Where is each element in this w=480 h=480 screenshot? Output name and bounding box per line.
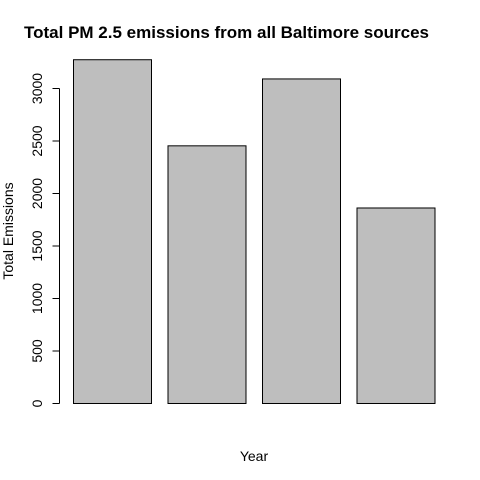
y-tick-label: 2500 <box>29 125 45 156</box>
chart-title: Total PM 2.5 emissions from all Baltimor… <box>24 23 429 42</box>
y-tick-label: 1000 <box>29 283 45 314</box>
bar-2 <box>167 145 247 405</box>
y-axis: 0 500 1000 1500 2000 2500 3000 <box>29 73 60 407</box>
y-tick-label: 1500 <box>29 230 45 261</box>
y-axis-label: Total Emissions <box>0 182 16 279</box>
y-tick-label: 2000 <box>29 178 45 209</box>
bar-1 <box>73 59 152 404</box>
bar-4 <box>356 207 436 404</box>
y-tick-label: 0 <box>29 399 45 407</box>
y-tick-label: 500 <box>29 339 45 363</box>
y-tick-label: 3000 <box>29 73 45 104</box>
x-axis-label: Year <box>240 448 269 464</box>
bar-3 <box>262 78 341 404</box>
bars <box>73 59 436 405</box>
